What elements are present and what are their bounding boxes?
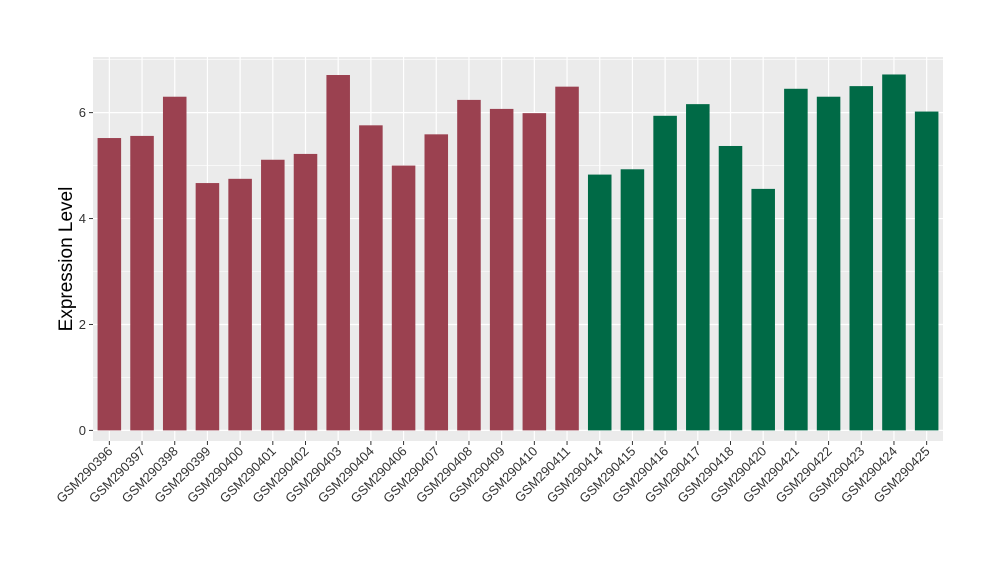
bar [391, 165, 416, 431]
bar [751, 188, 775, 431]
y-tick-label: 4 [79, 211, 86, 226]
bar [489, 108, 514, 431]
bar [326, 75, 350, 431]
y-axis: 0 2 4 6 [79, 105, 93, 438]
bar [653, 115, 677, 431]
bar [620, 169, 645, 431]
bar [424, 134, 449, 431]
bar [261, 159, 285, 431]
bar [882, 74, 906, 431]
bar [293, 153, 318, 431]
y-tick-label: 2 [79, 317, 86, 332]
bar [587, 174, 612, 431]
bar [816, 96, 841, 431]
y-tick-label: 6 [79, 105, 86, 120]
bar [97, 138, 122, 431]
bar [522, 113, 547, 431]
bar [162, 96, 187, 431]
bar [849, 86, 874, 431]
bar [195, 183, 220, 431]
x-axis: GSM290396GSM290397GSM290398GSM290399GSM2… [53, 441, 933, 506]
bar [130, 135, 154, 431]
plot-panel [93, 57, 943, 441]
y-tick-label: 0 [79, 423, 86, 438]
bar [686, 104, 710, 431]
y-axis-title: Expression Level [56, 187, 77, 332]
bar [784, 88, 808, 431]
bar [718, 145, 743, 431]
bar [555, 86, 579, 431]
bar [914, 111, 939, 431]
bar [228, 178, 252, 431]
bars [97, 74, 939, 431]
bar [457, 99, 481, 431]
bar [359, 125, 383, 431]
